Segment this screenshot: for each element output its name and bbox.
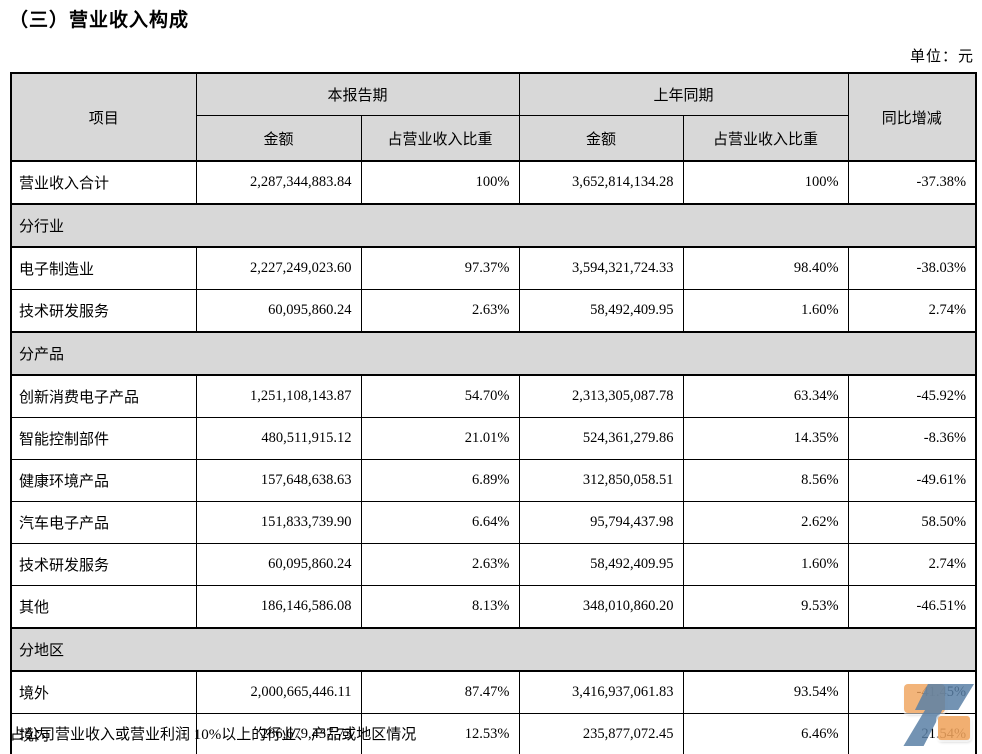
row-value: 2.63% — [360, 543, 520, 586]
row-value: 1.60% — [682, 289, 849, 333]
row-value: 100% — [682, 160, 849, 205]
row-value: 14.35% — [682, 417, 849, 460]
row-value: 87.47% — [360, 670, 520, 714]
table-row: 营业收入合计 2,287,344,883.84 100% 3,652,814,134.… — [10, 160, 977, 205]
table-header: 项目 本报告期 上年同期 同比增减 金额 占营业收入比重 金额 占营业收入比重 — [10, 72, 977, 162]
revenue-composition-table: 项目 本报告期 上年同期 同比增减 金额 占营业收入比重 金额 占营业收入比重 … — [10, 72, 978, 754]
row-label: 技术研发服务 — [10, 543, 197, 586]
row-value: -46.51% — [847, 585, 977, 629]
row-value: 3,416,937,061.83 — [518, 670, 684, 714]
row-value: 2,313,305,087.78 — [518, 374, 684, 418]
row-value: 157,648,638.63 — [195, 459, 362, 502]
table-row: 汽车电子产品 151,833,739.90 6.64% 95,794,437.98 2.… — [10, 501, 977, 544]
row-value: 2.74% — [847, 289, 977, 333]
row-label: 健康环境产品 — [10, 459, 197, 502]
row-label: 其他 — [10, 585, 197, 629]
row-value: 3,594,321,724.33 — [518, 246, 684, 290]
table-row: 健康环境产品 157,648,638.63 6.89% 312,850,058.51 8… — [10, 459, 977, 502]
row-value: -49.61% — [847, 459, 977, 502]
row-value: 2.63% — [360, 289, 520, 333]
row-value: 2.74% — [847, 543, 977, 586]
header-yoy-change: 同比增减 — [847, 72, 977, 162]
section-label: 分地区 — [10, 627, 977, 672]
row-label: 电子制造业 — [10, 246, 197, 290]
table-row: 境外 2,000,665,446.11 87.47% 3,416,937,061.83… — [10, 670, 977, 714]
row-value: 100% — [360, 160, 520, 205]
row-value: 480,511,915.12 — [195, 417, 362, 460]
row-value: 12.53% — [360, 713, 520, 754]
unit-label: 单位：元 — [909, 49, 974, 65]
row-value: 21.54% — [847, 713, 977, 754]
row-label: 境外 — [10, 670, 197, 714]
row-value: 2.62% — [682, 501, 849, 544]
row-value: 60,095,860.24 — [195, 289, 362, 333]
table-row: 创新消费电子产品 1,251,108,143.87 54.70% 2,313,305,… — [10, 374, 977, 418]
header-prior-period: 上年同期 — [518, 72, 849, 116]
row-value: 524,361,279.86 — [518, 417, 684, 460]
section-label: 分产品 — [10, 331, 977, 376]
row-value: 286,679,437.73 — [195, 713, 362, 754]
row-value: 60,095,860.24 — [195, 543, 362, 586]
row-value: 186,146,586.08 — [195, 585, 362, 629]
row-value: 21.01% — [360, 417, 520, 460]
table-body: 营业收入合计 2,287,344,883.84 100% 3,652,814,134.… — [10, 160, 977, 754]
row-label: 创新消费电子产品 — [10, 374, 197, 418]
table-row: 智能控制部件 480,511,915.12 21.01% 524,361,279.86… — [10, 417, 977, 460]
row-value: 8.13% — [360, 585, 520, 629]
row-value: 2,287,344,883.84 — [195, 160, 362, 205]
row-value: 6.64% — [360, 501, 520, 544]
row-value: 58,492,409.95 — [518, 289, 684, 333]
section-row: 分地区 — [10, 627, 977, 672]
row-value: 98.40% — [682, 246, 849, 290]
row-value: 312,850,058.51 — [518, 459, 684, 502]
row-value: 6.89% — [360, 459, 520, 502]
table-row: 技术研发服务 60,095,860.24 2.63% 58,492,409.95 1.6… — [10, 289, 977, 333]
table-row: 其他 186,146,586.08 8.13% 348,010,860.20 9.53%… — [10, 585, 977, 629]
row-label: 汽车电子产品 — [10, 501, 197, 544]
header-share-current: 占营业收入比重 — [360, 115, 520, 162]
section-title: （三）营业收入构成 — [9, 10, 190, 31]
row-value: -41.45% — [847, 670, 977, 714]
row-value: 1,251,108,143.87 — [195, 374, 362, 418]
section-row: 分产品 — [10, 331, 977, 376]
row-label: 技术研发服务 — [10, 289, 197, 333]
row-value: 2,000,665,446.11 — [195, 670, 362, 714]
row-value: 63.34% — [682, 374, 849, 418]
header-current-period: 本报告期 — [195, 72, 520, 116]
row-label: 营业收入合计 — [10, 160, 197, 205]
row-value: 151,833,739.90 — [195, 501, 362, 544]
row-value: 235,877,072.45 — [518, 713, 684, 754]
header-item: 项目 — [10, 72, 197, 162]
row-label: 智能控制部件 — [10, 417, 197, 460]
row-label: 境内 — [10, 713, 197, 754]
row-value: 1.60% — [682, 543, 849, 586]
row-value: 6.46% — [682, 713, 849, 754]
table-row: 技术研发服务 60,095,860.24 2.63% 58,492,409.95 1.6… — [10, 543, 977, 586]
row-value: 58.50% — [847, 501, 977, 544]
section-row: 分行业 — [10, 203, 977, 248]
row-value: 8.56% — [682, 459, 849, 502]
row-value: 93.54% — [682, 670, 849, 714]
header-amount-current: 金额 — [195, 115, 362, 162]
row-value: -38.03% — [847, 246, 977, 290]
header-share-prior: 占营业收入比重 — [682, 115, 849, 162]
row-value: 58,492,409.95 — [518, 543, 684, 586]
section-label: 分行业 — [10, 203, 977, 248]
row-value: 348,010,860.20 — [518, 585, 684, 629]
row-value: 3,652,814,134.28 — [518, 160, 684, 205]
row-value: -37.38% — [847, 160, 977, 205]
row-value: 2,227,249,023.60 — [195, 246, 362, 290]
header-amount-prior: 金额 — [518, 115, 684, 162]
row-value: 9.53% — [682, 585, 849, 629]
row-value: 97.37% — [360, 246, 520, 290]
row-value: 54.70% — [360, 374, 520, 418]
row-value: -45.92% — [847, 374, 977, 418]
row-value: -8.36% — [847, 417, 977, 460]
table-row: 电子制造业 2,227,249,023.60 97.37% 3,594,321,724… — [10, 246, 977, 290]
footer-note: 占公司营业收入或营业利润 10%以上的行业、产品或地区情况 — [10, 727, 417, 743]
row-value: 95,794,437.98 — [518, 501, 684, 544]
